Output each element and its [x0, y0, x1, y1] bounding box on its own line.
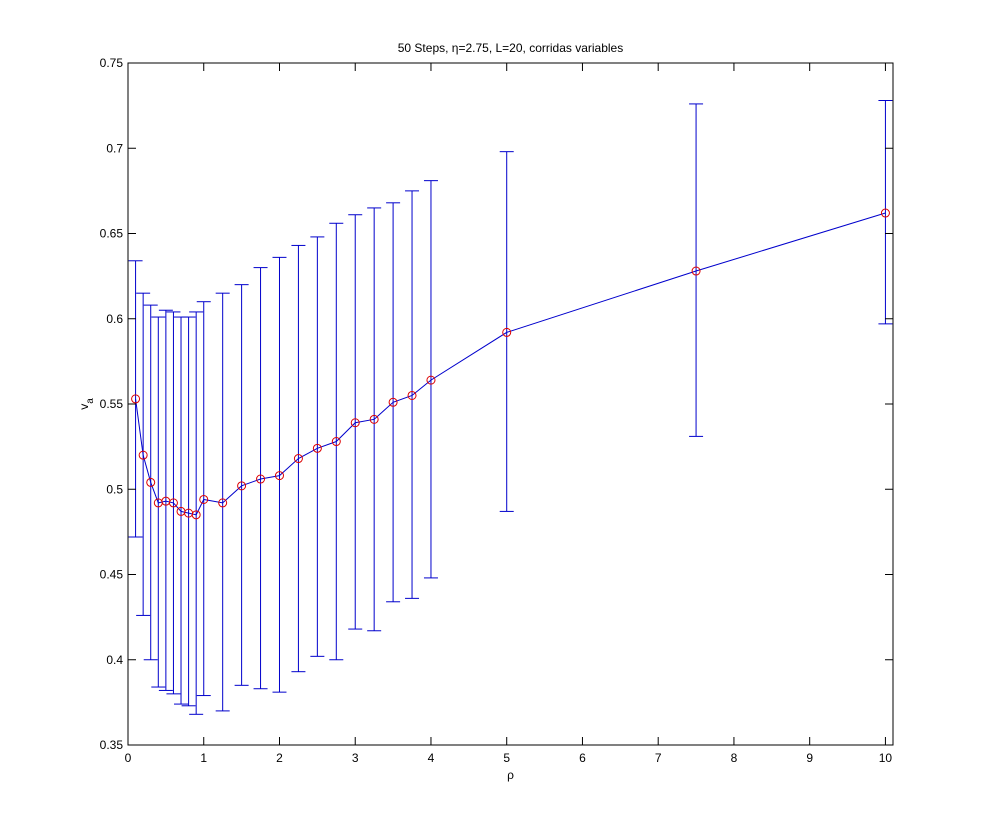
x-tick-label: 4	[428, 751, 435, 765]
x-tick-label: 5	[503, 751, 510, 765]
errorbar	[158, 309, 173, 691]
data-point-marker	[168, 498, 178, 508]
data-point-marker	[369, 414, 379, 424]
x-tick-label: 2	[276, 751, 283, 765]
plot-area	[128, 63, 893, 745]
y-axis-label: va	[77, 398, 96, 410]
x-tick-label: 10	[879, 751, 893, 765]
y-tick-label: 0.65	[100, 227, 124, 241]
data-point-marker	[256, 474, 266, 484]
errorbar	[215, 292, 230, 712]
data-point-marker	[312, 443, 322, 453]
data-point-marker	[138, 450, 148, 460]
data-point-marker	[131, 394, 141, 404]
x-tick-label: 7	[655, 751, 662, 765]
chart-title: 50 Steps, η=2.75, L=20, corridas variabl…	[398, 41, 623, 55]
errorbar	[253, 267, 268, 690]
errorbar	[189, 311, 204, 715]
x-tick-label: 0	[125, 751, 132, 765]
errorbar	[310, 236, 325, 657]
errorbar	[499, 151, 514, 512]
y-tick-label: 0.45	[100, 568, 124, 582]
x-tick-label: 1	[200, 751, 207, 765]
data-point-marker	[293, 454, 303, 464]
y-tick-label: 0.4	[106, 653, 123, 667]
y-tick-label: 0.6	[106, 312, 123, 326]
errorbar	[689, 103, 704, 437]
errorbar	[878, 100, 893, 325]
data-point-marker	[191, 510, 201, 520]
data-point-marker	[146, 477, 156, 487]
data-point-marker	[407, 390, 417, 400]
series-line-layer	[135, 212, 886, 516]
y-tick-label: 0.5	[106, 482, 123, 496]
errorbar	[348, 214, 363, 630]
data-point-marker	[199, 494, 209, 504]
ticks-layer: 0 1 2 3 4 5 6 7 8 9 10 0.35 0.4 0.45 0.5 0.55 0.6 0.65 0.7…	[100, 56, 893, 765]
y-tick-label: 0.55	[100, 397, 124, 411]
data-point-marker	[218, 498, 228, 508]
data-point-marker	[331, 437, 341, 447]
x-tick-label: 3	[352, 751, 359, 765]
data-point-marker	[426, 375, 436, 385]
y-tick-label: 0.75	[100, 56, 124, 70]
errorbar	[196, 301, 211, 697]
series-line	[135, 212, 886, 516]
errorbar	[405, 190, 420, 599]
data-point-marker	[502, 327, 512, 337]
y-tick-label: 0.35	[100, 738, 124, 752]
y-axis-label-main: v	[77, 404, 91, 410]
x-tick-label: 6	[579, 751, 586, 765]
data-point-marker	[350, 418, 360, 428]
y-axis-label-subscript: a	[85, 398, 96, 404]
data-point-marker	[388, 397, 398, 407]
errorbar	[181, 316, 196, 707]
y-tick-label: 0.7	[106, 141, 123, 155]
x-tick-label: 8	[731, 751, 738, 765]
data-point-marker	[237, 481, 247, 491]
data-point-marker	[274, 471, 284, 481]
errorbar	[423, 180, 438, 579]
errorbar	[234, 284, 249, 686]
markers-layer	[131, 208, 890, 520]
data-point-marker	[880, 208, 890, 218]
errorbar	[272, 256, 287, 693]
data-point-marker	[691, 266, 701, 276]
x-axis-label: ρ	[507, 768, 514, 782]
x-tick-label: 9	[806, 751, 813, 765]
